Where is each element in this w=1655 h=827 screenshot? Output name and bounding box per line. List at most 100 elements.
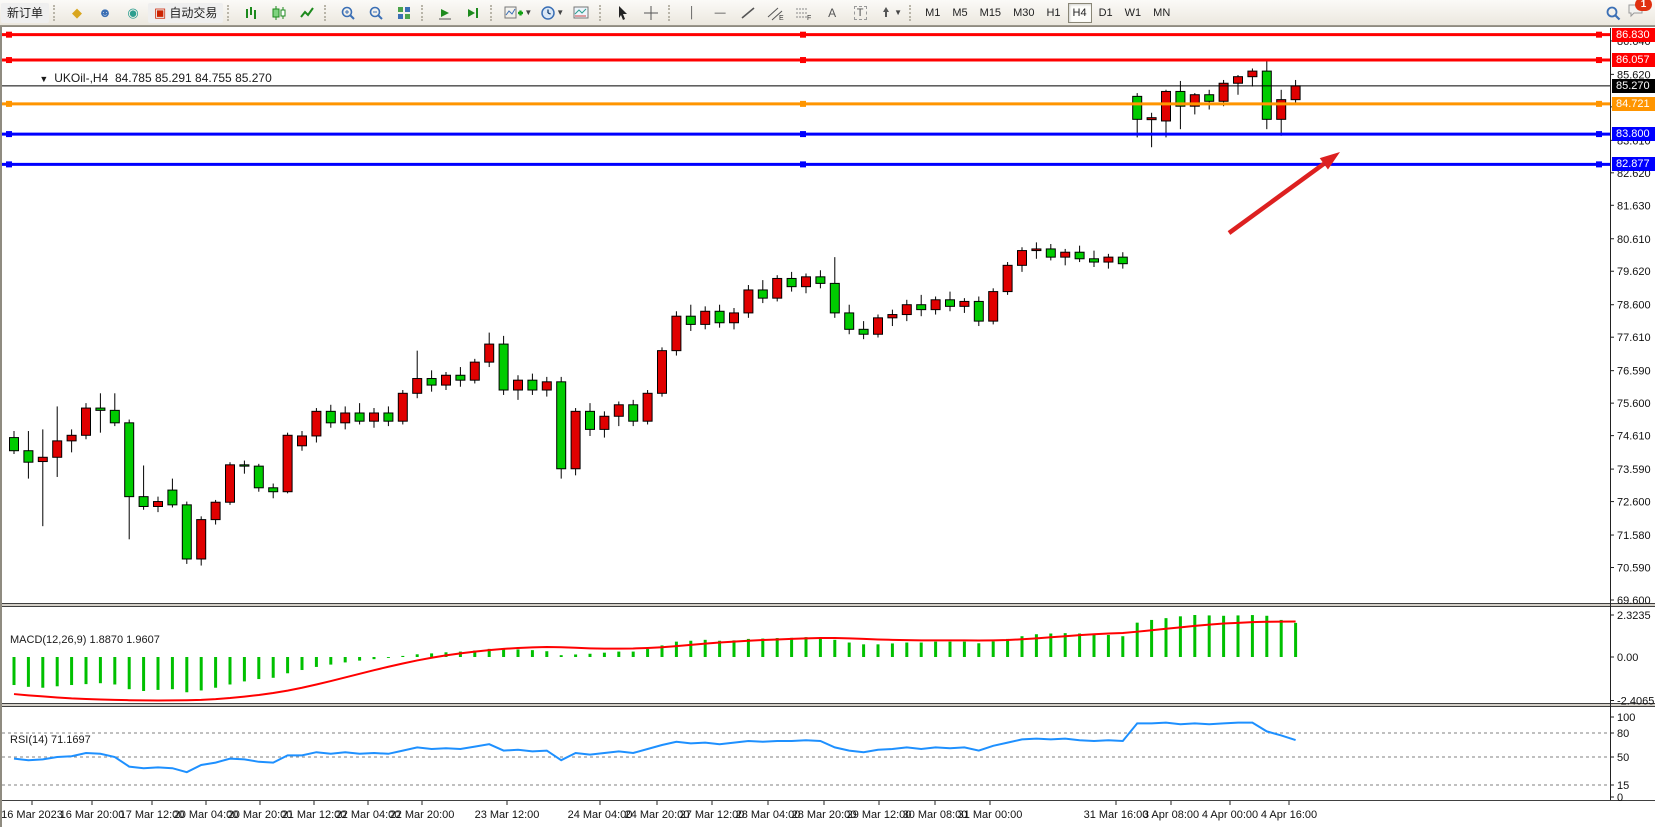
line-handle[interactable]: [1596, 161, 1602, 168]
chart-shift-icon[interactable]: [460, 2, 486, 24]
trend-arrow-object[interactable]: [1227, 152, 1340, 235]
candle-bear: [829, 282, 840, 314]
fibonacci-tool-icon[interactable]: F: [791, 2, 817, 24]
bar-chart-icon[interactable]: [238, 2, 264, 24]
panel-splitter[interactable]: [2, 703, 1655, 707]
price-badge: 82.877: [1612, 157, 1655, 172]
candle-bull: [469, 361, 480, 381]
auto-scroll-icon[interactable]: [432, 2, 458, 24]
timeframe-m1[interactable]: M1: [925, 6, 941, 19]
candle-bear: [585, 410, 595, 430]
price-badge: 86.830: [1612, 27, 1655, 42]
line-handle[interactable]: [6, 131, 12, 138]
line-handle[interactable]: [1596, 131, 1602, 138]
indicators-icon[interactable]: ▼: [501, 2, 535, 24]
price-tick-label: 75.600: [1617, 398, 1651, 410]
zoom-in-icon[interactable]: [335, 2, 361, 24]
price-tick-label: 79.620: [1617, 266, 1651, 278]
time-tick-label: 17 Mar 12:00: [120, 809, 185, 821]
timeframe-m15[interactable]: M15: [979, 6, 1002, 19]
chart-canvas[interactable]: 86.64085.62084.63083.61082.62081.63080.6…: [2, 26, 1655, 827]
candle-bull: [297, 435, 307, 447]
auto-trading-button[interactable]: ▣ 自动交易: [148, 2, 224, 23]
line-chart-icon[interactable]: [294, 2, 320, 24]
time-tick-label: 24 Mar 20:00: [625, 809, 690, 821]
tile-windows-icon[interactable]: [391, 2, 417, 24]
templates-icon[interactable]: [569, 2, 595, 24]
macd-panel[interactable]: 2.3235 0.00 -2.4065: [12, 610, 1654, 708]
candle-bear: [786, 277, 797, 288]
hline-objects[interactable]: [2, 31, 1610, 168]
line-handle[interactable]: [6, 57, 12, 64]
timeframe-h4[interactable]: H4: [1067, 2, 1092, 23]
timeframe-h1[interactable]: H1: [1046, 6, 1061, 19]
price-badge: 86.057: [1612, 53, 1655, 68]
trendline-tool-icon[interactable]: [735, 2, 761, 24]
new-order-button[interactable]: 新订单: [1, 2, 50, 23]
candle-bear: [455, 374, 466, 381]
line-handle[interactable]: [800, 100, 806, 107]
search-icon[interactable]: [1600, 2, 1626, 24]
zoom-out-icon[interactable]: [363, 2, 389, 24]
line-handle[interactable]: [800, 161, 806, 168]
community-icon[interactable]: ☻: [98, 5, 112, 20]
candlestick-chart-icon[interactable]: [266, 2, 292, 24]
dropdown-caret: ▼: [556, 8, 565, 17]
candle-bull: [153, 501, 163, 507]
line-handle[interactable]: [6, 100, 12, 107]
price-tick-label: 69.600: [1617, 595, 1651, 607]
price-tick-label: 78.600: [1617, 300, 1651, 312]
periods-clock-icon[interactable]: ▼: [537, 2, 567, 24]
line-handle[interactable]: [6, 31, 12, 38]
time-tick-label: 23 Mar 12:00: [475, 809, 540, 821]
price-tick-label: 71.580: [1617, 530, 1651, 542]
candle-bear: [1175, 90, 1186, 107]
rsi-tick-label: 80: [1617, 728, 1629, 740]
candle-bull: [901, 304, 912, 316]
candle-bear: [714, 310, 725, 324]
candle-bear: [109, 409, 120, 424]
time-tick-label: 28 Mar 20:00: [792, 809, 857, 821]
horizontal-line-tool-icon[interactable]: —: [714, 6, 726, 19]
text-label-tool-icon[interactable]: T: [847, 2, 873, 24]
timeframe-d1[interactable]: D1: [1098, 6, 1113, 19]
timeframe-w1[interactable]: W1: [1124, 6, 1142, 19]
arrows-tool-icon[interactable]: ▼: [875, 2, 905, 24]
macd-tick-label: 2.3235: [1617, 610, 1651, 622]
candle-bull: [37, 456, 48, 463]
panel-splitter[interactable]: [2, 603, 1655, 607]
vertical-line-tool-icon[interactable]: │: [688, 6, 696, 19]
time-tick-label: 28 Mar 04:00: [736, 809, 801, 821]
crosshair-icon[interactable]: [638, 2, 664, 24]
text-tool-icon[interactable]: A: [828, 5, 837, 20]
candle-bear: [858, 328, 869, 335]
candle-bear: [1261, 70, 1272, 120]
line-handle[interactable]: [1596, 31, 1602, 38]
toolbar-grip: [53, 4, 59, 21]
chart-window[interactable]: 86.64085.62084.63083.61082.62081.63080.6…: [0, 26, 1655, 827]
candle-bear: [556, 381, 567, 470]
notifications-chat-icon[interactable]: 1: [1627, 0, 1652, 23]
line-handle[interactable]: [6, 161, 12, 168]
line-handle[interactable]: [800, 31, 806, 38]
candle-bull: [801, 276, 811, 288]
line-handle[interactable]: [1596, 57, 1602, 64]
news-signal-icon[interactable]: ◉: [127, 5, 139, 20]
price-badge: 83.800: [1612, 127, 1655, 142]
line-handle[interactable]: [1596, 100, 1602, 107]
channel-tool-icon[interactable]: E: [763, 2, 789, 24]
timeframe-m30[interactable]: M30: [1013, 6, 1035, 19]
cursor-icon[interactable]: [610, 2, 636, 24]
candle-bull: [1017, 250, 1027, 266]
candle-bull: [599, 415, 610, 430]
candle-bull: [729, 312, 739, 324]
timeframe-mn[interactable]: MN: [1153, 6, 1171, 19]
candle-bear: [95, 407, 106, 411]
market-icon[interactable]: ◆: [72, 5, 83, 20]
timeframe-m5[interactable]: M5: [952, 6, 968, 19]
ohlc-values: 84.785 85.291 84.755 85.270: [114, 71, 272, 85]
line-handle[interactable]: [800, 57, 806, 64]
line-handle[interactable]: [800, 131, 806, 138]
rsi-panel[interactable]: 100 80 50 150: [2, 712, 1635, 804]
